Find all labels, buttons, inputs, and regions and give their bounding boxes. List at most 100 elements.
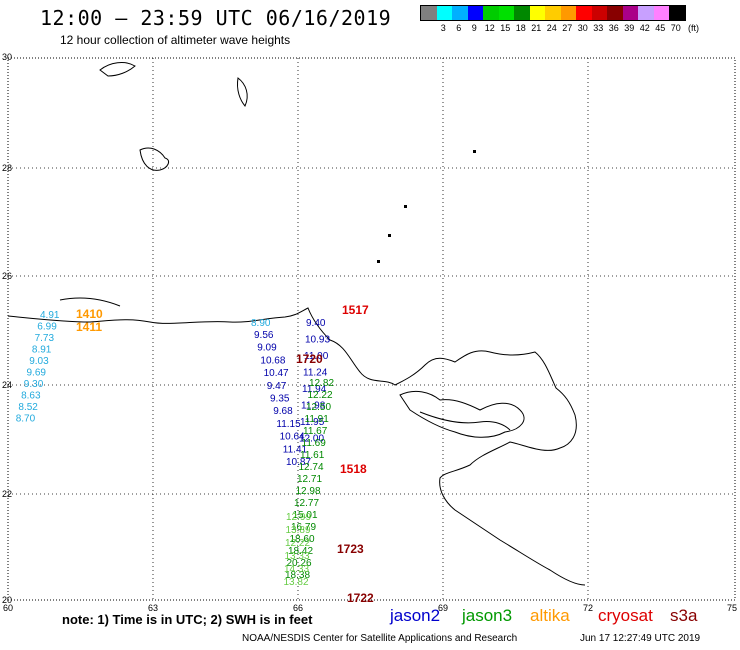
wave-height-label: 20.26 <box>287 558 312 569</box>
wave-height-label: 12.22 <box>308 390 333 401</box>
wave-height-label: 9.03 <box>29 356 49 367</box>
lat-label: 30 <box>2 52 12 62</box>
coast-fragment <box>237 77 248 107</box>
track-values: 4.916.997.738.919.039.699.308.638.528.70… <box>16 310 335 588</box>
legend-swatch <box>638 6 654 20</box>
legend-swatches <box>420 5 686 21</box>
legend-tick-label: 3 <box>440 23 446 33</box>
coast-main <box>7 307 586 586</box>
legend-tick-label: 12 <box>484 23 495 33</box>
wave-height-label: 12.77 <box>294 498 319 509</box>
legend-swatch <box>421 6 437 20</box>
wave-height-label: 11.91 <box>305 414 330 425</box>
legend-swatch <box>560 6 576 20</box>
lon-label: 69 <box>438 603 448 613</box>
wave-height-label: 12.22 <box>285 538 310 549</box>
lon-label: 60 <box>3 603 13 613</box>
sat-s3a: s3a <box>670 606 698 625</box>
coast-gulf-shoal <box>419 411 511 431</box>
wave-height-label: 11.67 <box>303 426 328 437</box>
footer-note: note: 1) Time is in UTC; 2) SWH is in fe… <box>62 612 313 627</box>
wave-height-label: 13.82 <box>284 577 309 588</box>
legend-swatch <box>576 6 592 20</box>
wave-height-label: 9.47 <box>267 381 287 392</box>
wave-height-label: 13.33 <box>285 551 310 562</box>
legend-tick-label: 39 <box>624 23 635 33</box>
wave-height-label: 12.74 <box>299 462 324 473</box>
wave-height-label: 9.56 <box>254 330 274 341</box>
legend-unit: (ft) <box>688 23 699 33</box>
legend-swatch <box>498 6 514 20</box>
wave-height-label: 11.94 <box>302 384 327 395</box>
lon-label: 66 <box>293 603 303 613</box>
wave-height-label: 11.98 <box>301 401 326 412</box>
lat-label: 22 <box>2 489 12 499</box>
wave-height-label: 16.79 <box>291 522 316 533</box>
lat-label: 20 <box>2 595 12 605</box>
lat-label: 24 <box>2 380 12 390</box>
wave-height-label: 14.33 <box>284 564 309 575</box>
sat-cryosat: cryosat <box>598 606 653 625</box>
pass-id-1411: 1411 <box>76 320 102 334</box>
pass-id-1723: 1723 <box>337 542 364 556</box>
legend-tick-label: 18 <box>515 23 526 33</box>
legend-tick-label: 27 <box>562 23 573 33</box>
legend-swatch <box>669 6 685 20</box>
wave-height-label: 7.73 <box>35 333 55 344</box>
wave-height-label: 11.61 <box>300 450 325 461</box>
wave-height-label: 9.30 <box>24 379 44 390</box>
legend-tick-label: 36 <box>608 23 619 33</box>
coast-island-north <box>99 62 136 77</box>
wave-height-label: 10.87 <box>286 457 311 468</box>
wave-height-label: 18.60 <box>290 534 315 545</box>
wave-height-label: 10.64 <box>280 432 305 443</box>
legend-tick-label: 9 <box>471 23 477 33</box>
legend-tick-label: 42 <box>639 23 650 33</box>
legend-swatch <box>591 6 607 20</box>
legend-tick-label: 45 <box>655 23 666 33</box>
legend-swatch <box>436 6 452 20</box>
legend-ticks: 3 6 9 12 15 18 21 24 27 30 33 36 39 42 45 70 (ft) <box>420 21 699 35</box>
wave-height-label: 10.93 <box>305 335 330 346</box>
sat-altika: altika <box>530 606 570 625</box>
legend-tick-label: 21 <box>531 23 542 33</box>
legend-swatch <box>653 6 669 20</box>
legend-swatch <box>452 6 468 20</box>
wave-height-label: 8.90 <box>251 318 271 329</box>
wave-height-label: 8.52 <box>18 402 38 413</box>
wave-height-label: 12.50 <box>306 402 331 413</box>
credit-line: NOAA/NESDIS Center for Satellite Applica… <box>242 633 518 644</box>
wave-height-label: 6.99 <box>37 322 57 333</box>
map-title: 12:00 – 23:59 UTC 06/16/2019 <box>40 6 392 30</box>
legend-swatch <box>607 6 623 20</box>
wave-height-label: 8.91 <box>32 345 52 356</box>
wave-height-label: 9.35 <box>270 394 290 405</box>
legend-tick-label: 24 <box>546 23 557 33</box>
wave-height-label: 10.68 <box>260 355 285 366</box>
lat-label: 28 <box>2 163 12 173</box>
sat-jason3: jason3 <box>462 606 513 625</box>
pass-id-1410: 1410 <box>76 307 103 321</box>
pass-id-1518: 1518 <box>340 462 367 476</box>
wave-height-label: 9.09 <box>257 343 277 354</box>
wave-height-label: 18.38 <box>285 570 310 581</box>
coast-coastline-west <box>59 297 121 307</box>
wave-height-label: 9.40 <box>306 318 326 329</box>
legend-swatch <box>483 6 499 20</box>
wave-height-label: 9.69 <box>27 368 47 379</box>
wave-height-label: 12.00 <box>299 434 324 445</box>
legend-swatch <box>529 6 545 20</box>
small-islands <box>377 150 476 263</box>
coast-lake <box>139 147 170 171</box>
wave-height-label: 11.41 <box>283 444 308 455</box>
legend-tick-label: 33 <box>593 23 604 33</box>
wave-height-label: 11.69 <box>302 438 327 449</box>
legend-swatch <box>545 6 561 20</box>
sat-jason2: jason2 <box>390 606 441 625</box>
timestamp: Jun 17 12:27:49 UTC 2019 <box>580 633 701 644</box>
legend-tick-label: 6 <box>456 23 462 33</box>
pass-id-1722: 1722 <box>347 591 374 605</box>
pass-id-1517: 1517 <box>342 303 369 317</box>
wave-height-label: 12.99 <box>286 512 311 523</box>
wave-height-label: 12.71 <box>297 474 322 485</box>
